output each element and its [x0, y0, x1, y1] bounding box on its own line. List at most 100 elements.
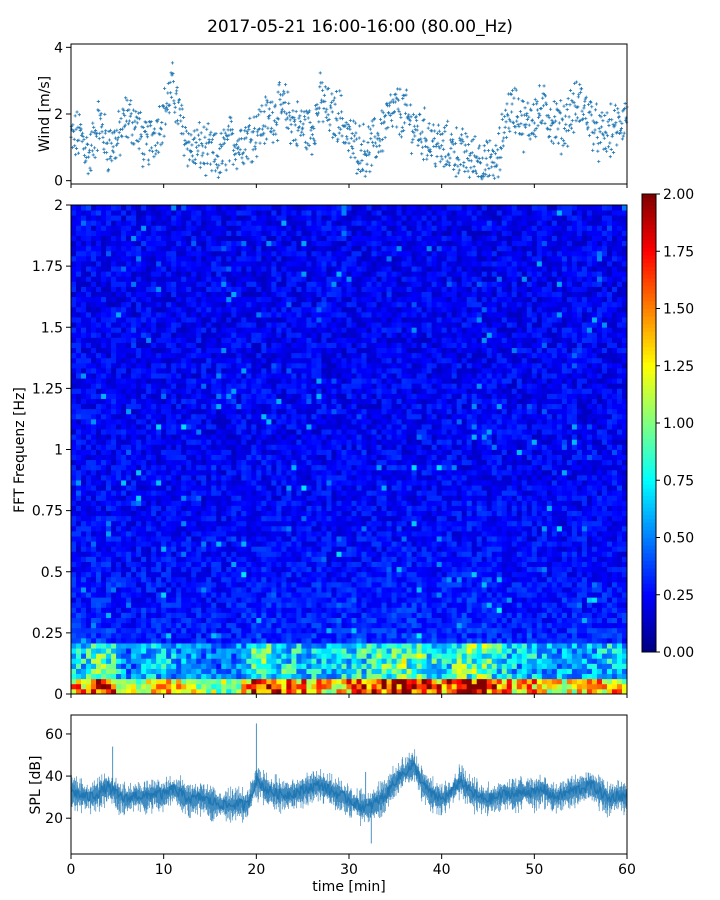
spectrogram-cell: [111, 347, 117, 354]
wind-point: [309, 128, 313, 132]
spectrogram-cell: [206, 541, 212, 547]
spectrogram-cell: [76, 510, 82, 517]
spectrogram-cell: [71, 515, 77, 522]
spectrogram-cell: [186, 347, 192, 354]
spectrogram-cell: [116, 658, 122, 664]
wind-point: [188, 158, 192, 162]
spectrogram-cell: [131, 663, 137, 669]
spectrogram-cell: [186, 469, 192, 476]
spectrogram-cell: [136, 357, 142, 364]
wind-point: [496, 148, 500, 152]
wind-point: [478, 160, 482, 165]
spectrogram-cell: [71, 495, 77, 501]
spectrogram-cell: [176, 627, 182, 634]
wind-point: [573, 112, 578, 116]
wind-point: [459, 133, 464, 137]
spectrogram-cell: [91, 607, 97, 613]
spectrogram-cell: [141, 317, 147, 323]
spectrogram-cell: [146, 536, 152, 542]
wind-point: [558, 111, 562, 115]
wind-point: [522, 150, 526, 154]
spectrogram-cell: [121, 245, 127, 252]
spectrogram-cell: [131, 576, 137, 583]
spectrogram-cell: [136, 281, 142, 287]
spectrogram-cell: [231, 281, 237, 287]
spectrogram-cell: [176, 281, 182, 287]
spectrogram-cell: [161, 291, 167, 298]
spectrogram-cell: [236, 592, 242, 598]
wind-point: [105, 157, 109, 162]
spectrogram-cell: [191, 352, 197, 359]
spectrogram-cell: [221, 597, 227, 603]
spectrogram-cell: [266, 592, 272, 598]
spectrogram-cell: [236, 648, 242, 654]
spectrogram-cell: [156, 581, 162, 588]
spectrogram-cell: [256, 617, 262, 624]
spectrogram-cell: [241, 230, 247, 236]
spectrogram-cell: [106, 429, 112, 435]
wind-point: [218, 142, 222, 147]
spectrogram-cell: [106, 561, 112, 568]
spectrogram-cell: [101, 485, 107, 491]
spectrogram-cell: [91, 587, 97, 593]
wind-point: [310, 133, 314, 137]
wind-point: [353, 121, 358, 125]
spectrogram-cell: [91, 673, 97, 680]
spectrogram-cell: [216, 536, 222, 542]
spectrogram-cell: [236, 347, 242, 354]
spectrogram-cell: [131, 311, 137, 318]
spectrogram-cell: [106, 617, 112, 624]
spectrogram-cell: [116, 317, 122, 323]
spectrogram-cell: [76, 602, 82, 608]
spectrogram-cell: [171, 281, 177, 287]
spectrogram-cell: [121, 617, 127, 624]
spectrogram-cell: [156, 505, 162, 512]
spectrogram-cell: [201, 235, 207, 242]
wind-point: [501, 139, 505, 143]
spectrogram-cell: [256, 643, 262, 649]
spectrogram-cell: [146, 240, 152, 247]
spectrogram-cell: [106, 322, 112, 328]
spectrogram-cell: [181, 337, 187, 343]
spectrogram-cell: [221, 418, 227, 425]
spectrogram-cell: [141, 413, 147, 420]
spectrogram-cell: [116, 240, 122, 247]
spectrogram-cell: [201, 250, 207, 257]
spectrogram-cell: [136, 678, 142, 685]
wind-point: [536, 124, 540, 128]
spectrogram-cell: [196, 515, 202, 522]
spectrogram-cell: [226, 658, 232, 664]
spectrogram-cell: [241, 225, 247, 231]
spectrogram-cell: [196, 505, 202, 512]
spectrogram-cell: [241, 255, 247, 262]
spectrogram-cell: [96, 342, 102, 349]
spectrogram-cell: [136, 485, 142, 491]
wind-point: [397, 132, 402, 136]
wind-point: [136, 139, 140, 144]
spectrogram-cell: [196, 597, 202, 603]
spectrogram-cell: [96, 622, 102, 629]
spectrogram-cell: [91, 250, 97, 257]
spectrogram-cell: [156, 673, 162, 680]
spectrogram-cell: [71, 469, 77, 476]
spectrogram-cell: [136, 561, 142, 568]
spectrogram-cell: [246, 683, 252, 690]
spectrogram-cell: [181, 317, 187, 323]
spectrogram-cell: [246, 622, 252, 629]
spectrogram-cell: [171, 357, 177, 364]
spectrogram-cell: [171, 541, 177, 547]
spectrogram-cell: [261, 643, 267, 649]
spectrogram-cell: [211, 581, 217, 588]
wind-point: [610, 118, 614, 122]
spectrogram-cell: [221, 495, 227, 501]
spectrogram-cell: [116, 306, 122, 313]
spectrogram-cell: [221, 531, 227, 537]
spectrogram-cell: [246, 464, 252, 471]
spectrogram-cell: [101, 301, 107, 308]
spectrogram-cell: [246, 449, 252, 455]
spectrogram-cell: [211, 291, 217, 298]
wind-point: [346, 126, 350, 130]
spectrogram-cell: [256, 464, 262, 471]
wind-point: [348, 127, 352, 131]
spectrogram-cell: [176, 592, 182, 598]
